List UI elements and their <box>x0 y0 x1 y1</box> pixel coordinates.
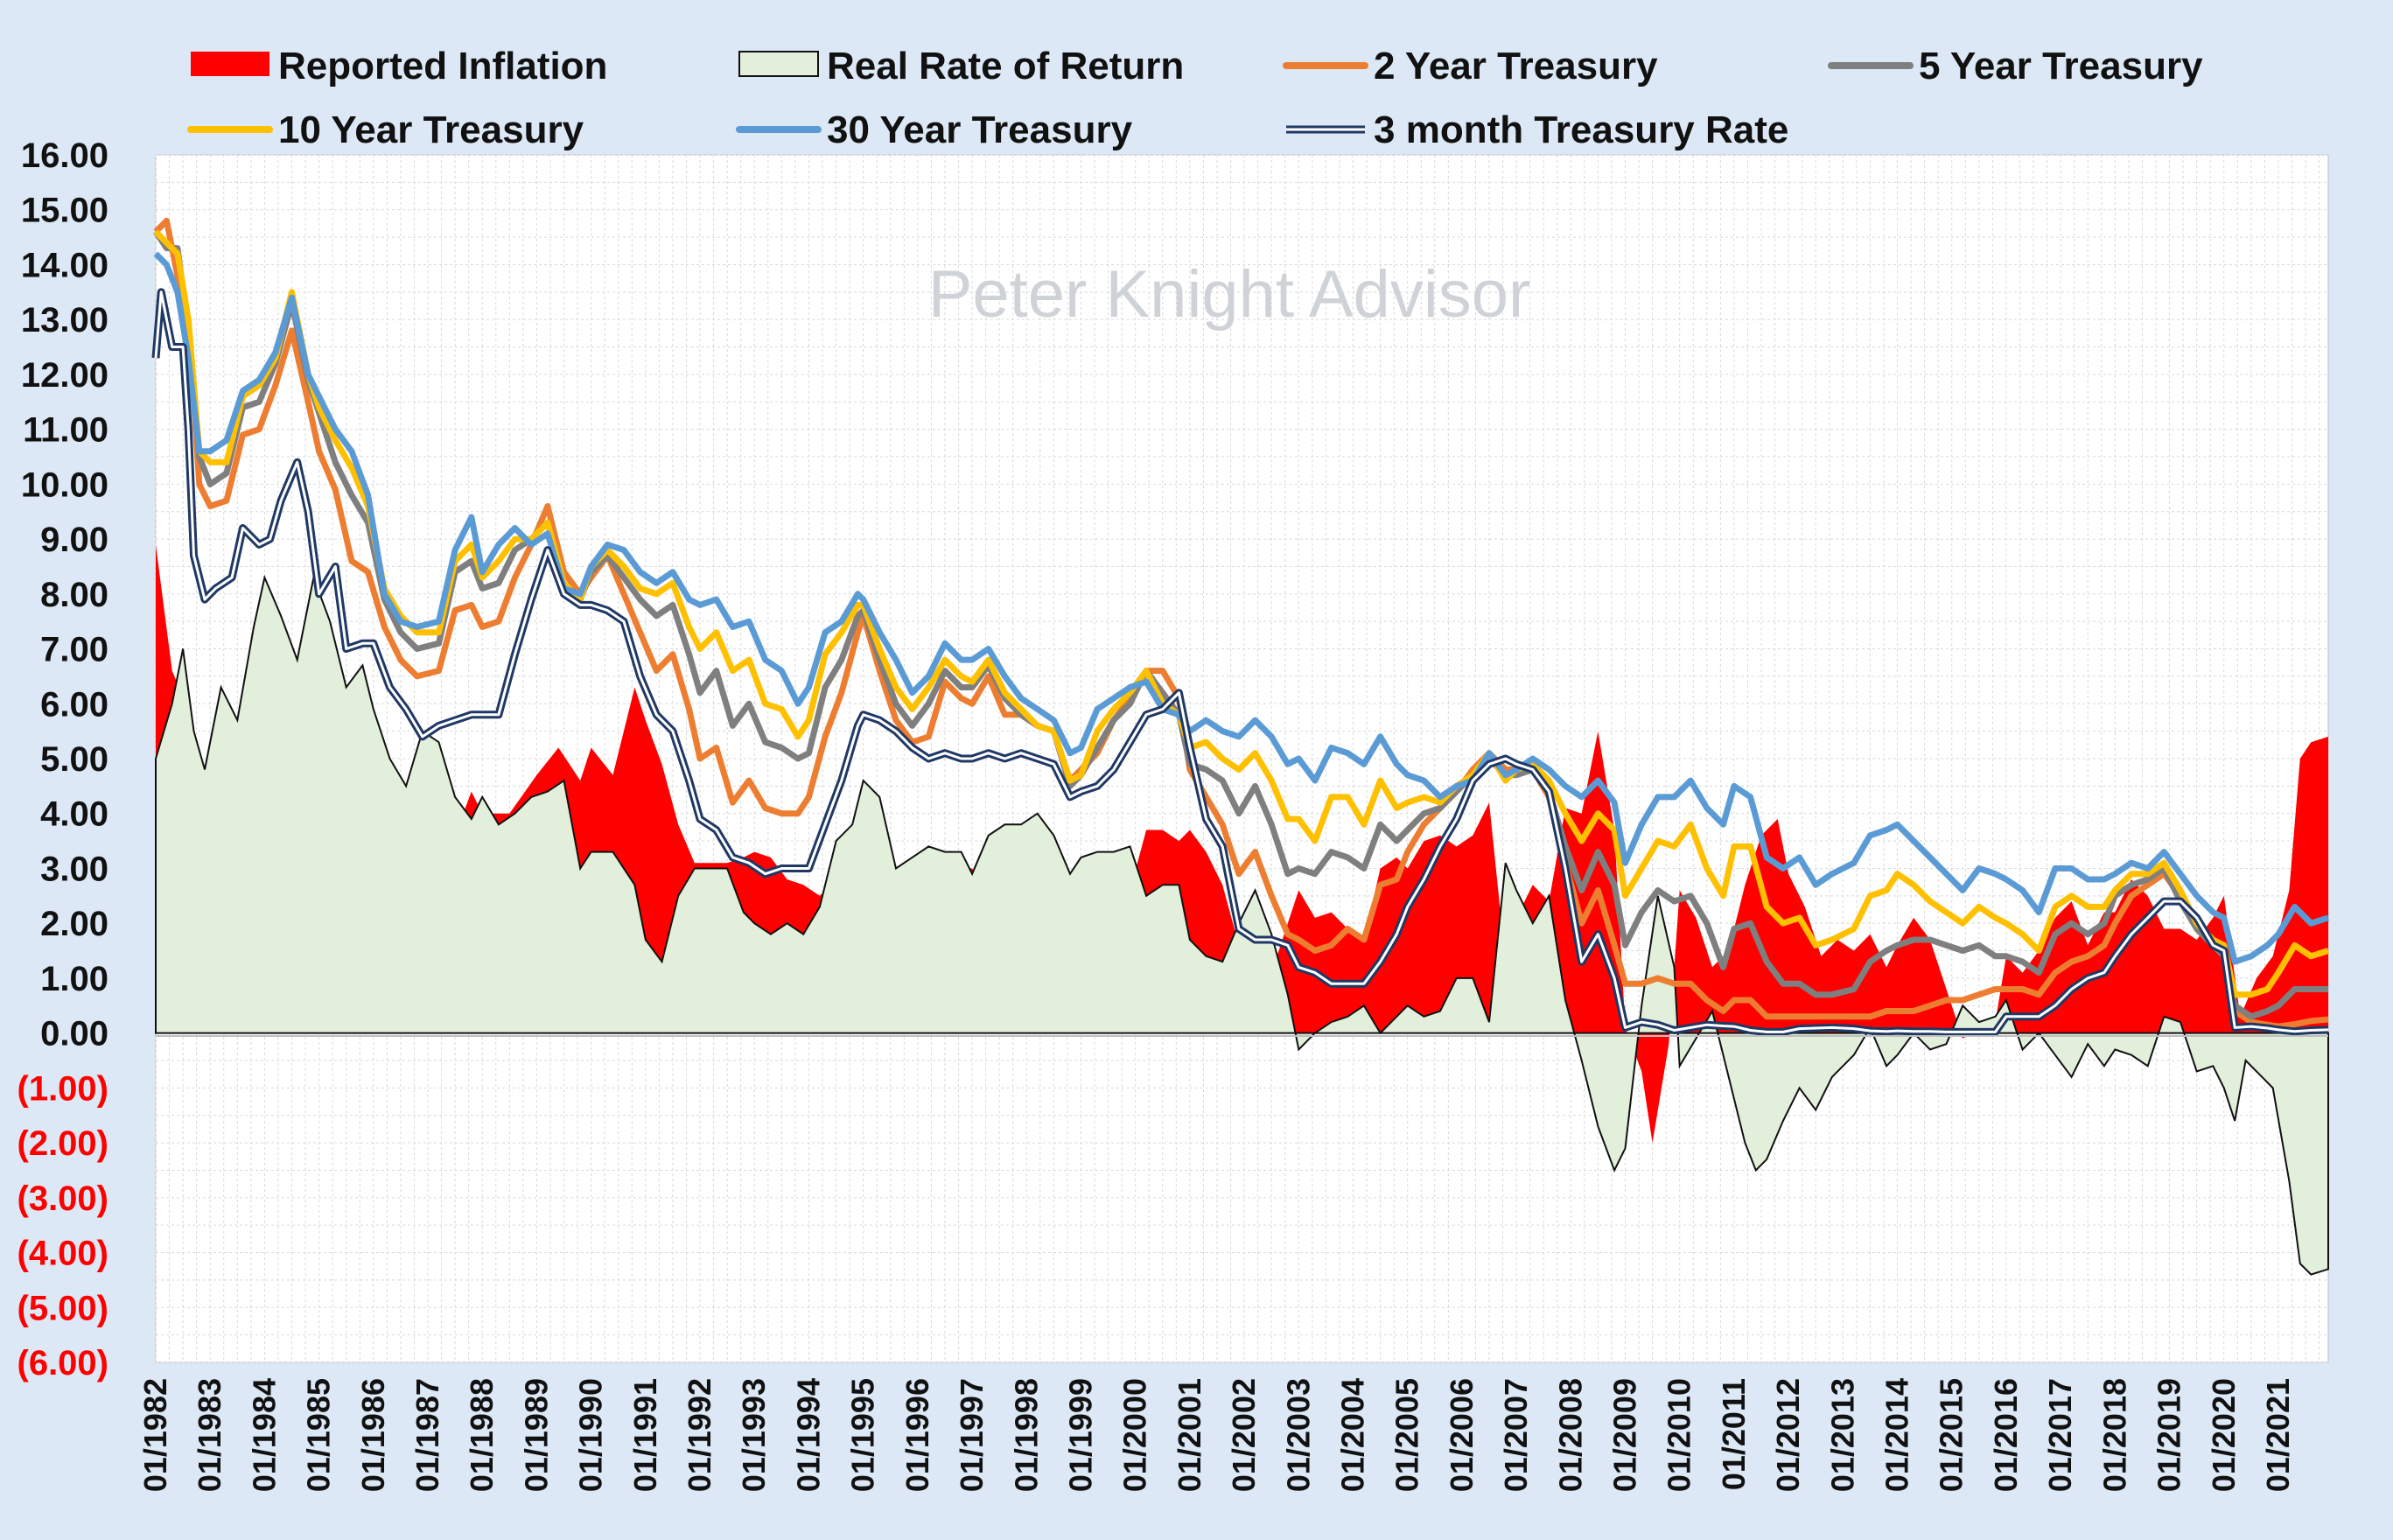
x-tick-label: 01/1995 <box>845 1378 881 1492</box>
x-tick-label: 01/1998 <box>1008 1378 1044 1492</box>
series-3-month-treasury-rate-inner-line <box>154 290 2329 1033</box>
x-tick-label: 01/1999 <box>1062 1378 1098 1492</box>
legend-swatch <box>191 52 269 76</box>
y-tick-label: (5.00) <box>17 1289 109 1327</box>
legend-label: 3 month Treasury Rate <box>1374 108 1788 151</box>
y-tick-label: 7.00 <box>40 631 108 669</box>
y-axis-tick-labels: 16.00 15.00 14.00 13.00 12.00 11.00 10.00 9.00 8… <box>17 136 109 1382</box>
series-10-year-treasury-line <box>153 229 2330 998</box>
x-tick-label: 01/1993 <box>736 1378 772 1492</box>
legend-label: Real Rate of Return <box>827 45 1184 88</box>
y-tick-label: 2.00 <box>40 905 108 943</box>
x-tick-label: 01/1986 <box>355 1378 391 1492</box>
x-tick-label: 01/1982 <box>137 1378 173 1492</box>
x-tick-label: 01/2004 <box>1334 1378 1370 1492</box>
y-tick-label: 12.00 <box>21 356 108 395</box>
y-tick-label: 0.00 <box>40 1015 108 1054</box>
x-tick-label: 01/1984 <box>246 1378 282 1492</box>
x-tick-label: 01/2007 <box>1498 1378 1534 1492</box>
x-tick-label: 01/1997 <box>954 1378 990 1492</box>
y-tick-label: 16.00 <box>21 136 108 175</box>
y-tick-label: 3.00 <box>40 850 108 888</box>
series-2-year-treasury-line <box>153 217 2329 1030</box>
y-tick-label: 1.00 <box>40 960 108 998</box>
y-tick-label: 5.00 <box>40 740 108 779</box>
legend-label: 10 Year Treasury <box>278 108 584 151</box>
x-tick-label: 01/2020 <box>2206 1378 2242 1492</box>
x-tick-label: 01/1989 <box>518 1378 554 1492</box>
x-tick-label: 01/1994 <box>790 1378 826 1492</box>
y-tick-label: 10.00 <box>21 466 108 504</box>
x-tick-label: 01/2005 <box>1389 1378 1425 1492</box>
x-tick-label: 01/2008 <box>1552 1378 1588 1492</box>
watermark: Peter Knight Advisor <box>928 257 1531 332</box>
y-tick-label: (2.00) <box>17 1124 109 1163</box>
legend: Reported Inflation Real Rate of Return 2 Y… <box>187 45 2203 151</box>
x-tick-label: 01/2013 <box>1824 1378 1860 1492</box>
series-5-year-treasury-line <box>153 229 2328 1020</box>
y-tick-label: (1.00) <box>17 1069 109 1108</box>
y-tick-label: 4.00 <box>40 795 108 834</box>
x-tick-label: 01/2015 <box>1934 1378 1970 1492</box>
x-tick-label: 01/2014 <box>1879 1378 1915 1492</box>
x-tick-label: 01/2001 <box>1172 1378 1207 1492</box>
x-tick-label: 01/2011 <box>1716 1378 1752 1490</box>
x-tick-label: 01/2006 <box>1444 1378 1480 1492</box>
line-series <box>151 217 2330 1036</box>
y-tick-label: (6.00) <box>17 1344 109 1382</box>
y-tick-label: (4.00) <box>17 1235 109 1273</box>
plot-area <box>155 154 2329 1363</box>
y-tick-label: 6.00 <box>40 685 108 724</box>
x-axis-tick-labels: 01/1982 01/1983 01/1984 01/1985 01/1986 01/19… <box>137 1378 2296 1492</box>
x-tick-label: 01/2012 <box>1770 1378 1806 1492</box>
y-tick-label: (3.00) <box>17 1180 109 1218</box>
x-tick-label: 01/1990 <box>573 1378 609 1492</box>
x-tick-label: 01/1987 <box>409 1378 445 1492</box>
x-tick-label: 01/2010 <box>1662 1378 1697 1492</box>
x-tick-label: 01/2002 <box>1226 1378 1262 1492</box>
x-tick-label: 01/2016 <box>1988 1378 2024 1492</box>
legend-label: Reported Inflation <box>278 45 607 88</box>
legend-label: 2 Year Treasury <box>1374 45 1658 88</box>
x-tick-label: 01/1992 <box>682 1378 717 1492</box>
x-tick-label: 01/1988 <box>464 1378 500 1492</box>
x-tick-label: 01/2021 <box>2260 1378 2296 1492</box>
legend-label: 5 Year Treasury <box>1919 45 2203 88</box>
legend-label: 30 Year Treasury <box>827 108 1133 151</box>
series-30-year-treasury-line <box>153 251 2330 965</box>
x-tick-label: 01/2009 <box>1607 1378 1643 1492</box>
y-tick-label: 11.00 <box>23 411 108 450</box>
x-tick-label: 01/1996 <box>899 1378 935 1492</box>
x-tick-label: 01/2000 <box>1117 1378 1153 1492</box>
x-tick-label: 01/2003 <box>1280 1378 1316 1492</box>
y-tick-label: 15.00 <box>21 192 108 230</box>
legend-swatch <box>738 51 819 77</box>
x-tick-label: 01/1991 <box>627 1378 663 1492</box>
y-tick-label: 9.00 <box>40 521 108 559</box>
x-tick-label: 01/2018 <box>2096 1378 2132 1492</box>
x-tick-label: 01/2017 <box>2042 1378 2078 1492</box>
y-tick-label: 13.00 <box>21 301 108 340</box>
x-tick-label: 01/2019 <box>2152 1378 2187 1492</box>
y-tick-label: 14.00 <box>21 246 108 284</box>
y-tick-label: 8.00 <box>40 576 108 614</box>
x-tick-label: 01/1985 <box>301 1378 337 1492</box>
x-tick-label: 01/1983 <box>192 1378 227 1492</box>
